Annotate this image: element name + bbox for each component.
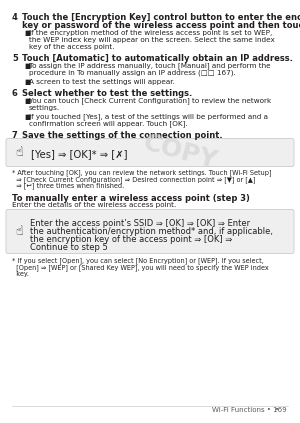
Text: 5: 5 <box>12 53 18 63</box>
Text: settings.: settings. <box>29 104 60 110</box>
Text: Touch the [Encryption Key] control button to enter the encryption: Touch the [Encryption Key] control butto… <box>22 13 300 22</box>
Text: procedure in To manually assign an IP address (□□ 167).: procedure in To manually assign an IP ad… <box>29 69 236 76</box>
Text: If the encryption method of the wireless access point is set to WEP,: If the encryption method of the wireless… <box>29 30 272 36</box>
Text: Continue to step 5: Continue to step 5 <box>30 242 108 252</box>
Text: To manually enter a wireless access point (step 3): To manually enter a wireless access poin… <box>12 193 250 203</box>
FancyBboxPatch shape <box>6 138 294 167</box>
Text: ■: ■ <box>24 30 30 36</box>
Text: Enter the details of the wireless access point.: Enter the details of the wireless access… <box>12 201 176 208</box>
Text: Save the settings of the connection point.: Save the settings of the connection poin… <box>22 131 223 140</box>
Text: key.: key. <box>12 270 29 277</box>
Text: the WEP index key will appear on the screen. Select the same index: the WEP index key will appear on the scr… <box>29 36 275 42</box>
Text: You can touch [Check Current Configuration] to review the network: You can touch [Check Current Configurati… <box>29 97 271 104</box>
Text: ■: ■ <box>24 113 30 120</box>
Text: ☝: ☝ <box>15 146 23 159</box>
Text: confirmation screen will appear. Touch [OK].: confirmation screen will appear. Touch [… <box>29 121 188 127</box>
Text: Select whether to test the settings.: Select whether to test the settings. <box>22 88 192 97</box>
Text: [Open] ⇒ [WEP] or [Shared Key WEP], you will need to specify the WEP index: [Open] ⇒ [WEP] or [Shared Key WEP], you … <box>12 264 269 271</box>
Text: COPY: COPY <box>140 131 220 174</box>
FancyBboxPatch shape <box>6 209 294 253</box>
Text: [Yes] ⇒ [OK]* ⇒ [✗]: [Yes] ⇒ [OK]* ⇒ [✗] <box>31 149 128 159</box>
Text: If you touched [Yes], a test of the settings will be performed and a: If you touched [Yes], a test of the sett… <box>29 113 268 120</box>
Text: the authentication/encryption method* and, if applicable,: the authentication/encryption method* an… <box>30 226 273 236</box>
Text: key or password of the wireless access point and then touch [OK].: key or password of the wireless access p… <box>22 20 300 30</box>
Text: ⇒ [↩] three times when finished.: ⇒ [↩] three times when finished. <box>12 182 124 189</box>
Text: Enter the access point’s SSID ⇒ [OK] ⇒ [OK] ⇒ Enter: Enter the access point’s SSID ⇒ [OK] ⇒ [… <box>30 219 250 228</box>
Text: A screen to test the settings will appear.: A screen to test the settings will appea… <box>29 79 175 85</box>
Text: ■: ■ <box>24 63 30 69</box>
Text: * If you select [Open], you can select [No Encryption] or [WEP]. If you select,: * If you select [Open], you can select [… <box>12 258 264 264</box>
Text: ☝: ☝ <box>15 225 23 238</box>
Text: 7: 7 <box>12 131 18 140</box>
Text: To assign the IP address manually, touch [Manual] and perform the: To assign the IP address manually, touch… <box>29 63 271 69</box>
Text: ⇒ [Check Current Configuration] ⇒ Desired connection point ⇒ [▼] or [▲]: ⇒ [Check Current Configuration] ⇒ Desire… <box>12 176 255 183</box>
Text: ■: ■ <box>24 79 30 85</box>
Text: 6: 6 <box>12 88 18 97</box>
Text: key of the access point.: key of the access point. <box>29 44 115 49</box>
Text: * After touching [OK], you can review the network settings. Touch [Wi-Fi Setup]: * After touching [OK], you can review th… <box>12 170 272 176</box>
Text: Touch [Automatic] to automatically obtain an IP address.: Touch [Automatic] to automatically obtai… <box>22 53 293 63</box>
Text: •: • <box>275 407 281 413</box>
Text: Wi-Fi Functions • 169: Wi-Fi Functions • 169 <box>212 407 287 413</box>
Text: the encryption key of the access point ⇒ [OK] ⇒: the encryption key of the access point ⇒… <box>30 234 232 244</box>
Text: 4: 4 <box>12 13 18 22</box>
Text: ■: ■ <box>24 97 30 104</box>
